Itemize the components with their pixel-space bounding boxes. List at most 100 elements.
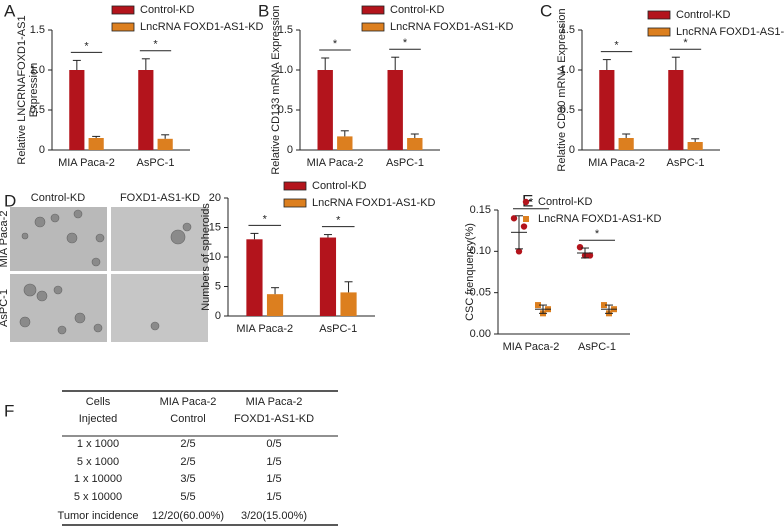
y-tick-label: 0.5 bbox=[278, 104, 293, 116]
table-cell: 5/5 bbox=[180, 491, 195, 503]
legend-swatch bbox=[647, 10, 671, 20]
x-tick-label: AsPC-1 bbox=[667, 157, 705, 169]
y-tick-label: 0 bbox=[39, 144, 45, 156]
table-cell: 1 x 10000 bbox=[74, 473, 122, 485]
table-header: Cells bbox=[86, 396, 111, 408]
y-tick-label: 0 bbox=[569, 144, 575, 156]
error-bar bbox=[323, 234, 332, 238]
legend-swatch bbox=[111, 22, 135, 32]
bar bbox=[266, 294, 284, 316]
y-axis-title: Relative LNCRNAFOXD1-AS1 bbox=[16, 15, 28, 164]
y-tick-label: 10 bbox=[209, 251, 221, 263]
table-cell: 5 x 10000 bbox=[74, 491, 122, 503]
bar bbox=[599, 70, 615, 150]
y-tick-label: 1.0 bbox=[278, 64, 293, 76]
y-tick-label: 0.5 bbox=[560, 104, 575, 116]
error-bar bbox=[691, 138, 700, 142]
panel-label: B bbox=[258, 1, 269, 20]
table-header: Control bbox=[170, 413, 205, 425]
y-axis-title: CSC frenquency(%) bbox=[464, 223, 476, 321]
error-bar bbox=[605, 304, 613, 314]
y-tick-label: 0.10 bbox=[470, 245, 491, 257]
significance-label: * bbox=[84, 40, 89, 52]
error-bar bbox=[539, 304, 547, 314]
bar bbox=[319, 237, 337, 316]
bar bbox=[69, 70, 85, 150]
panel-label: A bbox=[4, 1, 16, 20]
y-tick-label: 5 bbox=[215, 280, 221, 292]
bar bbox=[157, 138, 173, 150]
x-tick-label: AsPC-1 bbox=[386, 157, 424, 169]
x-tick-label: MIA Paca-2 bbox=[588, 157, 645, 169]
image-column-label: FOXD1-AS1-KD bbox=[120, 192, 200, 204]
table-cell: Tumor incidence bbox=[58, 510, 139, 522]
y-tick-label: 15 bbox=[209, 221, 221, 233]
error-bar bbox=[602, 59, 611, 70]
table-cell: 2/5 bbox=[180, 438, 195, 450]
y-tick-label: 0.15 bbox=[470, 204, 491, 216]
point bbox=[586, 252, 594, 259]
error-bar bbox=[161, 134, 170, 139]
bar bbox=[246, 239, 263, 316]
error-bar bbox=[581, 247, 589, 259]
x-tick-label: MIA Paca-2 bbox=[503, 341, 560, 353]
y-tick-label: 0.5 bbox=[30, 104, 45, 116]
y-axis-title: Relative CD133 mRNA Expression bbox=[270, 5, 282, 174]
table: F Cells Injected MIA Paca-2 Control MIA Paca… bbox=[4, 390, 338, 526]
bar bbox=[407, 138, 423, 150]
error-bar bbox=[250, 232, 259, 240]
y-axis-title: Numbers of spheroids bbox=[200, 203, 212, 311]
y-tick-label: 1.5 bbox=[278, 24, 293, 36]
x-tick-label: AsPC-1 bbox=[578, 341, 616, 353]
image-row-label: AsPC-1 bbox=[0, 289, 10, 327]
bar bbox=[88, 138, 104, 150]
point bbox=[535, 302, 541, 309]
error-bar bbox=[515, 215, 523, 250]
significance-label: * bbox=[263, 213, 268, 225]
table-cell: 1 x 1000 bbox=[77, 438, 119, 450]
legend-label: LncRNA FOXD1-AS1-KD bbox=[538, 213, 662, 225]
significance-label: * bbox=[595, 228, 600, 240]
y-tick-label: 0.05 bbox=[470, 287, 491, 299]
legend-swatch bbox=[647, 27, 671, 37]
table-cell: 12/20(60.00%) bbox=[152, 510, 224, 522]
table-cell: 3/5 bbox=[180, 473, 195, 485]
panel-label: F bbox=[4, 401, 14, 420]
table-header: MIA Paca-2 bbox=[160, 396, 217, 408]
legend-label: Control-KD bbox=[676, 9, 730, 21]
spheroids bbox=[19, 209, 192, 335]
legend-swatch bbox=[361, 22, 385, 32]
table-header: FOXD1-AS1-KD bbox=[234, 413, 314, 425]
legend-label: LncRNA FOXD1-AS1-KD bbox=[140, 21, 264, 33]
bar bbox=[340, 292, 357, 316]
error-bar bbox=[141, 58, 150, 70]
y-tick-label: 0 bbox=[215, 310, 221, 322]
table-cell: 0/5 bbox=[266, 438, 281, 450]
image-column-label: Control-KD bbox=[31, 192, 85, 204]
legend-label: Control-KD bbox=[390, 4, 444, 16]
point bbox=[510, 215, 518, 222]
significance-label: * bbox=[403, 37, 408, 49]
legend-swatch bbox=[361, 5, 385, 15]
error-bar bbox=[92, 135, 101, 138]
point bbox=[520, 223, 528, 230]
bar bbox=[337, 136, 353, 150]
error-bar bbox=[622, 133, 631, 138]
y-tick-label: 1.5 bbox=[560, 24, 575, 36]
significance-label: * bbox=[614, 40, 619, 52]
legend-marker bbox=[523, 216, 529, 222]
error-bar bbox=[321, 57, 330, 70]
significance-label: * bbox=[153, 39, 158, 51]
legend-marker bbox=[522, 198, 530, 206]
error-bar bbox=[344, 281, 353, 293]
x-tick-label: MIA Paca-2 bbox=[236, 323, 293, 335]
image bbox=[111, 207, 208, 271]
bar bbox=[687, 142, 703, 150]
table-cell: 2/5 bbox=[180, 456, 195, 468]
table-cell: 3/20(15.00%) bbox=[241, 510, 307, 522]
